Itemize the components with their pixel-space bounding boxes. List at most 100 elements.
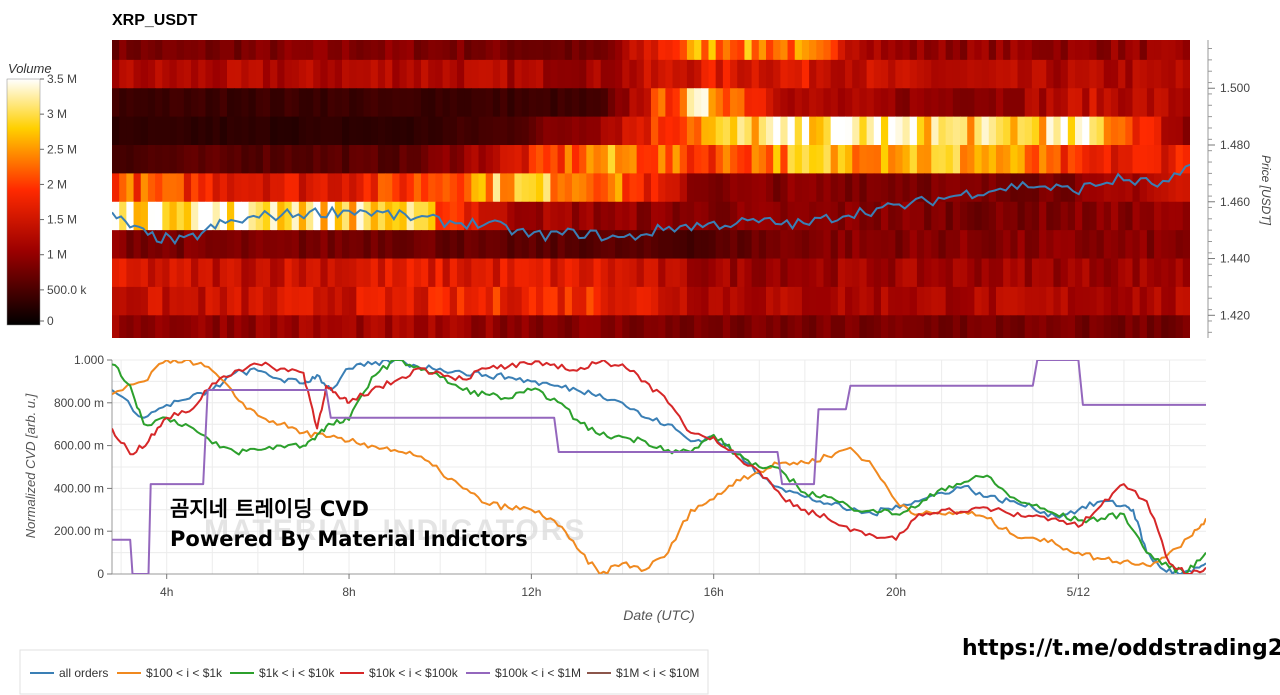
heatmap-cell xyxy=(1039,201,1047,231)
heatmap-cell xyxy=(492,286,501,316)
heatmap-cell xyxy=(809,230,817,260)
heatmap-cell xyxy=(607,88,616,118)
heatmap-cell xyxy=(888,201,896,231)
heatmap-cell xyxy=(694,173,702,203)
heatmap-cell xyxy=(801,40,810,61)
heatmap-cell xyxy=(349,116,357,146)
heatmap-cell xyxy=(1082,286,1090,316)
heatmap-cell xyxy=(205,145,214,174)
heatmap-cell xyxy=(1168,173,1177,203)
heatmap-cell xyxy=(1039,173,1047,203)
heatmap-cell xyxy=(536,315,544,338)
heatmap-cell xyxy=(643,59,652,89)
heatmap-cell xyxy=(859,201,868,231)
heatmap-cell xyxy=(931,230,940,260)
heatmap-cell xyxy=(622,59,631,89)
heatmap-cell xyxy=(442,88,451,118)
heatmap-cell xyxy=(823,40,832,61)
heatmap-cell xyxy=(133,173,142,203)
heatmap-cell xyxy=(880,59,889,89)
heatmap-cell xyxy=(600,145,609,174)
heatmap-cell xyxy=(298,286,307,316)
heatmap-cell xyxy=(579,258,587,288)
heatmap-cell xyxy=(794,59,803,89)
heatmap-cell xyxy=(112,286,120,316)
heatmap-cell xyxy=(500,201,508,231)
heatmap-cell xyxy=(787,173,796,203)
heatmap-cell xyxy=(270,88,278,118)
heatmap-cell xyxy=(909,116,918,146)
heatmap-cell xyxy=(528,59,537,89)
heatmap-cell xyxy=(1139,145,1148,174)
heatmap-cell xyxy=(600,59,609,89)
heatmap-cell xyxy=(866,230,875,260)
heatmap-cell xyxy=(500,315,508,338)
heatmap-cell xyxy=(967,59,975,89)
heatmap-cell xyxy=(536,173,544,203)
heatmap-cell xyxy=(694,230,702,260)
heatmap-cell xyxy=(212,116,221,146)
heatmap-cell xyxy=(262,173,271,203)
heatmap-cell xyxy=(133,145,142,174)
heatmap-cell xyxy=(873,173,882,203)
heatmap-cell xyxy=(600,173,609,203)
heatmap-cell xyxy=(478,201,487,231)
heatmap-cell xyxy=(909,201,918,231)
heatmap-cell xyxy=(119,40,127,61)
heatmap-cell xyxy=(1096,88,1105,118)
heatmap-cell xyxy=(219,201,228,231)
heatmap-cell xyxy=(550,230,559,260)
heatmap-cell xyxy=(1154,59,1162,89)
heatmap-cell xyxy=(773,59,781,89)
heatmap-cell xyxy=(277,286,286,316)
heatmap-cell xyxy=(708,201,717,231)
heatmap-cell xyxy=(1010,173,1019,203)
heatmap-cell xyxy=(492,315,501,338)
heatmap-cell xyxy=(722,116,731,146)
heatmap-cell xyxy=(155,59,163,89)
heatmap-cell xyxy=(845,59,853,89)
heatmap-cell xyxy=(334,40,343,61)
heatmap-cell xyxy=(600,116,609,146)
heatmap-cell xyxy=(600,315,609,338)
heatmap-cell xyxy=(622,315,631,338)
heatmap-cell xyxy=(780,145,789,174)
heatmap-cell xyxy=(1075,230,1083,260)
heatmap-cell xyxy=(349,230,357,260)
heatmap-cell xyxy=(730,201,738,231)
heatmap-cell xyxy=(492,258,501,288)
heatmap-cell xyxy=(1017,201,1026,231)
heatmap-cell xyxy=(1039,145,1047,174)
heatmap-cell xyxy=(219,88,228,118)
heatmap-cell xyxy=(586,315,595,338)
heatmap-cell xyxy=(665,88,674,118)
heatmap-cell xyxy=(356,173,365,203)
heatmap-cell xyxy=(234,116,242,146)
heatmap-cell xyxy=(241,173,250,203)
heatmap-cell xyxy=(679,315,688,338)
heatmap-cell xyxy=(708,59,717,89)
heatmap-cell xyxy=(629,315,638,338)
heatmap-cell xyxy=(507,40,516,61)
heatmap-cell xyxy=(665,40,674,61)
heatmap-cell xyxy=(514,286,523,316)
heatmap-cell xyxy=(205,59,214,89)
heatmap-cell xyxy=(514,201,523,231)
watermark-powered-by: Powered By Material Indictors xyxy=(170,527,528,551)
heatmap-cell xyxy=(564,230,573,260)
heatmap-cell xyxy=(514,258,523,288)
heatmap-cell xyxy=(399,230,408,260)
heatmap-cell xyxy=(385,286,393,316)
heatmap-cell xyxy=(960,88,968,118)
heatmap-cell xyxy=(945,88,954,118)
heatmap-cell xyxy=(579,230,587,260)
heatmap-cell xyxy=(270,116,278,146)
heatmap-cell xyxy=(507,59,516,89)
heatmap-cell xyxy=(385,88,393,118)
heatmap-cell xyxy=(758,315,767,338)
heatmap-cell xyxy=(1110,258,1119,288)
heatmap-cell xyxy=(341,315,350,338)
heatmap-cell xyxy=(686,145,695,174)
heatmap-cell xyxy=(191,286,199,316)
heatmap-cell xyxy=(507,315,516,338)
